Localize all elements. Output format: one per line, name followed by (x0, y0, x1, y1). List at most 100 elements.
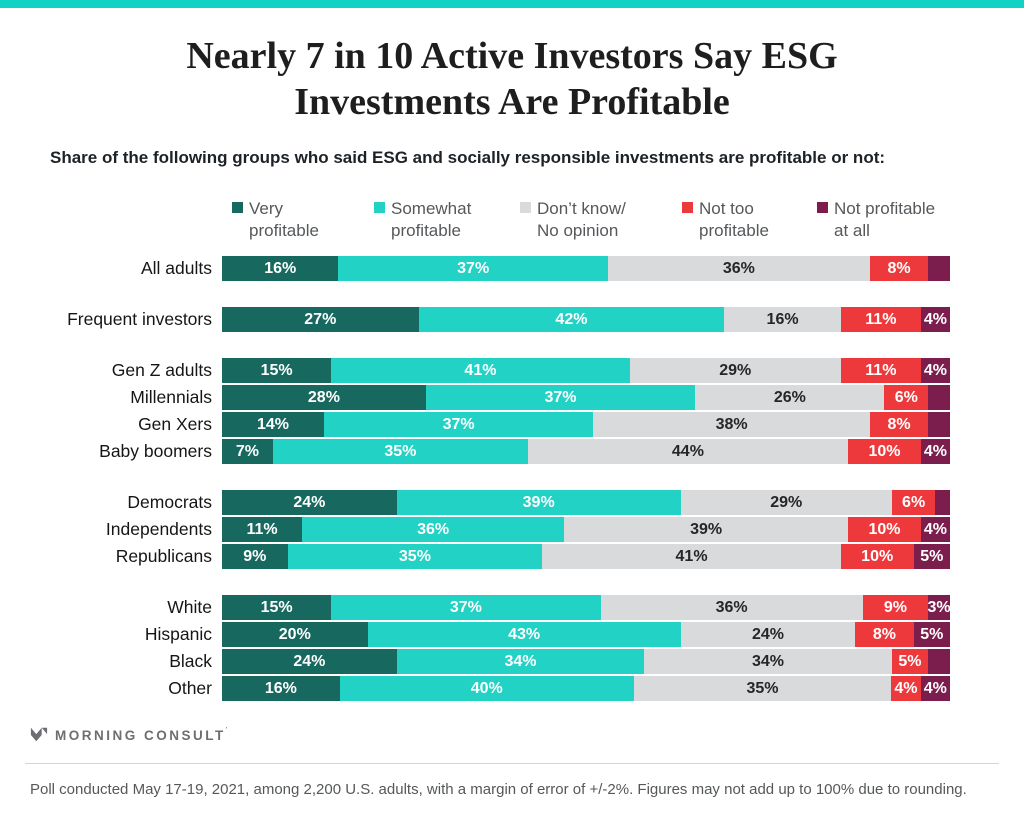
top-accent-bar (0, 0, 1024, 8)
bar-segment-very-profitable: 28% (222, 385, 426, 410)
bar-segment-not-too-profitable: 11% (840, 307, 921, 332)
bar-segment-somewhat-profitable: 37% (331, 595, 601, 620)
bar-group: All adults 16% 37% 36% 8% (0, 256, 1024, 281)
bar-segment-not-too-profitable: 9% (862, 595, 929, 620)
row-label: Baby boomers (99, 441, 212, 461)
bar-segment-not-profitable-at-all (928, 412, 950, 437)
bar-segment-dont-know: 38% (593, 412, 870, 437)
bar-segment-very-profitable: 15% (222, 595, 332, 620)
bar-row: Independents 11% 36% 39% 10% 4% (0, 517, 1024, 542)
legend-label: Not too profitable (699, 199, 769, 240)
bar-segment-very-profitable: 16% (222, 676, 340, 701)
bar-segment-dont-know: 35% (633, 676, 892, 701)
bar-row: White 15% 37% 36% 9% 3% (0, 595, 1024, 620)
stacked-bar: 28% 37% 26% 6% (222, 385, 951, 410)
legend-item-very-profitable: Very profitable (232, 198, 374, 242)
bar-segment-dont-know: 24% (680, 622, 856, 647)
bar-segment-somewhat-profitable: 36% (302, 517, 565, 542)
bar-segment-somewhat-profitable: 35% (287, 544, 543, 569)
bar-segment-very-profitable: 24% (222, 490, 397, 515)
legend-swatch-not-too-profitable-icon (682, 202, 693, 213)
bar-row: Millennials 28% 37% 26% 6% (0, 385, 1024, 410)
footer-divider (25, 763, 999, 764)
bar-segment-not-profitable-at-all: 4% (920, 517, 950, 542)
bar-segment-not-too-profitable: 10% (848, 439, 921, 464)
mc-logo-mark-icon (30, 727, 48, 742)
legend-swatch-dont-know-icon (520, 202, 531, 213)
bar-segment-somewhat-profitable: 42% (418, 307, 725, 332)
bar-segment-not-too-profitable: 6% (884, 385, 929, 410)
bar-group: Gen Z adults 15% 41% 29% 11% 4% Millennials 28%… (0, 358, 1024, 464)
legend-label: Somewhat profitable (391, 199, 472, 240)
bar-segment-very-profitable: 27% (222, 307, 419, 332)
esg-infographic: Nearly 7 in 10 Active Investors Say ESG I… (0, 0, 1024, 798)
bar-segment-not-profitable-at-all: 5% (913, 544, 950, 569)
bar-segment-dont-know: 41% (542, 544, 841, 569)
bar-group: Democrats 24% 39% 29% 6% Independents 11% 36% 39… (0, 490, 1024, 569)
bar-segment-not-profitable-at-all: 4% (920, 439, 950, 464)
legend-label: Don’t know/No opinion (537, 199, 626, 240)
stacked-bar: 20% 43% 24% 8% 5% (222, 622, 950, 647)
bar-segment-dont-know: 29% (680, 490, 892, 515)
row-label: White (167, 597, 212, 617)
chart-subtitle: Share of the following groups who said E… (50, 148, 886, 167)
bar-segment-not-profitable-at-all: 3% (928, 595, 951, 620)
bar-segment-not-profitable-at-all: 5% (913, 622, 950, 647)
row-label: Frequent investors (67, 309, 212, 329)
bar-segment-not-profitable-at-all (928, 256, 950, 281)
bar-segment-somewhat-profitable: 39% (396, 490, 681, 515)
bar-row: Other 16% 40% 35% 4% 4% (0, 676, 1024, 701)
legend-swatch-very-profitable-icon (232, 202, 243, 213)
legend-swatch-not-profitable-at-all-icon (817, 202, 828, 213)
bar-row: Black 24% 34% 34% 5% (0, 649, 1024, 674)
legend-swatch-somewhat-profitable-icon (374, 202, 385, 213)
bar-segment-somewhat-profitable: 35% (272, 439, 528, 464)
legend-label: Not profitable at all (834, 199, 936, 240)
bar-segment-not-profitable-at-all: 4% (920, 307, 951, 332)
bar-segment-not-too-profitable: 5% (891, 649, 929, 674)
bar-segment-dont-know: 36% (607, 256, 870, 281)
bar-segment-not-too-profitable: 10% (840, 544, 914, 569)
stacked-bar: 7% 35% 44% 10% 4% (222, 439, 950, 464)
stacked-bar: 27% 42% 16% 11% 4% (222, 307, 951, 332)
bar-row: Republicans 9% 35% 41% 10% 5% (0, 544, 1024, 569)
bar-segment-very-profitable: 16% (222, 256, 339, 281)
row-label: Millennials (130, 387, 212, 407)
bar-segment-very-profitable: 7% (222, 439, 273, 464)
bar-segment-somewhat-profitable: 37% (425, 385, 696, 410)
chart-title-line2: Investments Are Profitable (294, 81, 730, 123)
bar-segment-dont-know: 44% (527, 439, 849, 464)
bar-row: Baby boomers 7% 35% 44% 10% 4% (0, 439, 1024, 464)
bar-row: Gen Z adults 15% 41% 29% 11% 4% (0, 358, 1024, 383)
stacked-bar: 9% 35% 41% 10% 5% (222, 544, 950, 569)
bar-segment-dont-know: 36% (600, 595, 863, 620)
bar-segment-dont-know: 16% (724, 307, 841, 332)
bar-segment-somewhat-profitable: 40% (339, 676, 634, 701)
bar-segment-very-profitable: 24% (222, 649, 397, 674)
bar-segment-very-profitable: 14% (222, 412, 324, 437)
row-label: Gen Xers (138, 414, 212, 434)
bar-segment-not-too-profitable: 4% (891, 676, 921, 701)
row-label: Republicans (115, 546, 212, 566)
bar-segment-very-profitable: 20% (222, 622, 368, 647)
bar-segment-not-profitable-at-all (935, 490, 951, 515)
legend: Very profitable Somewhat profitable Don’t kn… (232, 198, 1024, 242)
bar-segment-dont-know: 34% (644, 649, 892, 674)
morning-consult-logo: MORNING CONSULT’ (30, 725, 1024, 745)
stacked-bar: 24% 34% 34% 5% (222, 649, 950, 674)
bar-segment-somewhat-profitable: 37% (323, 412, 594, 437)
legend-item-not-profitable-at-all: Not profitable at all (817, 198, 935, 242)
bar-group: Frequent investors 27% 42% 16% 11% 4% (0, 307, 1024, 332)
bar-segment-not-too-profitable: 8% (869, 256, 929, 281)
bar-segment-somewhat-profitable: 37% (338, 256, 608, 281)
bar-group: White 15% 37% 36% 9% 3% Hispanic 20% 43% 24% 8% 5% B… (0, 595, 1024, 701)
bar-row: Democrats 24% 39% 29% 6% (0, 490, 1024, 515)
bar-segment-dont-know: 29% (629, 358, 841, 383)
legend-item-not-too-profitable: Not too profitable (682, 198, 817, 242)
bar-segment-very-profitable: 9% (222, 544, 288, 569)
bar-segment-not-profitable-at-all: 4% (920, 358, 951, 383)
methodology-note: Poll conducted May 17-19, 2021, among 2,… (30, 781, 967, 798)
bar-segment-dont-know: 39% (564, 517, 849, 542)
legend-label: Very profitable (249, 199, 319, 240)
chart-title: Nearly 7 in 10 Active Investors Say ESG I… (0, 33, 1024, 125)
